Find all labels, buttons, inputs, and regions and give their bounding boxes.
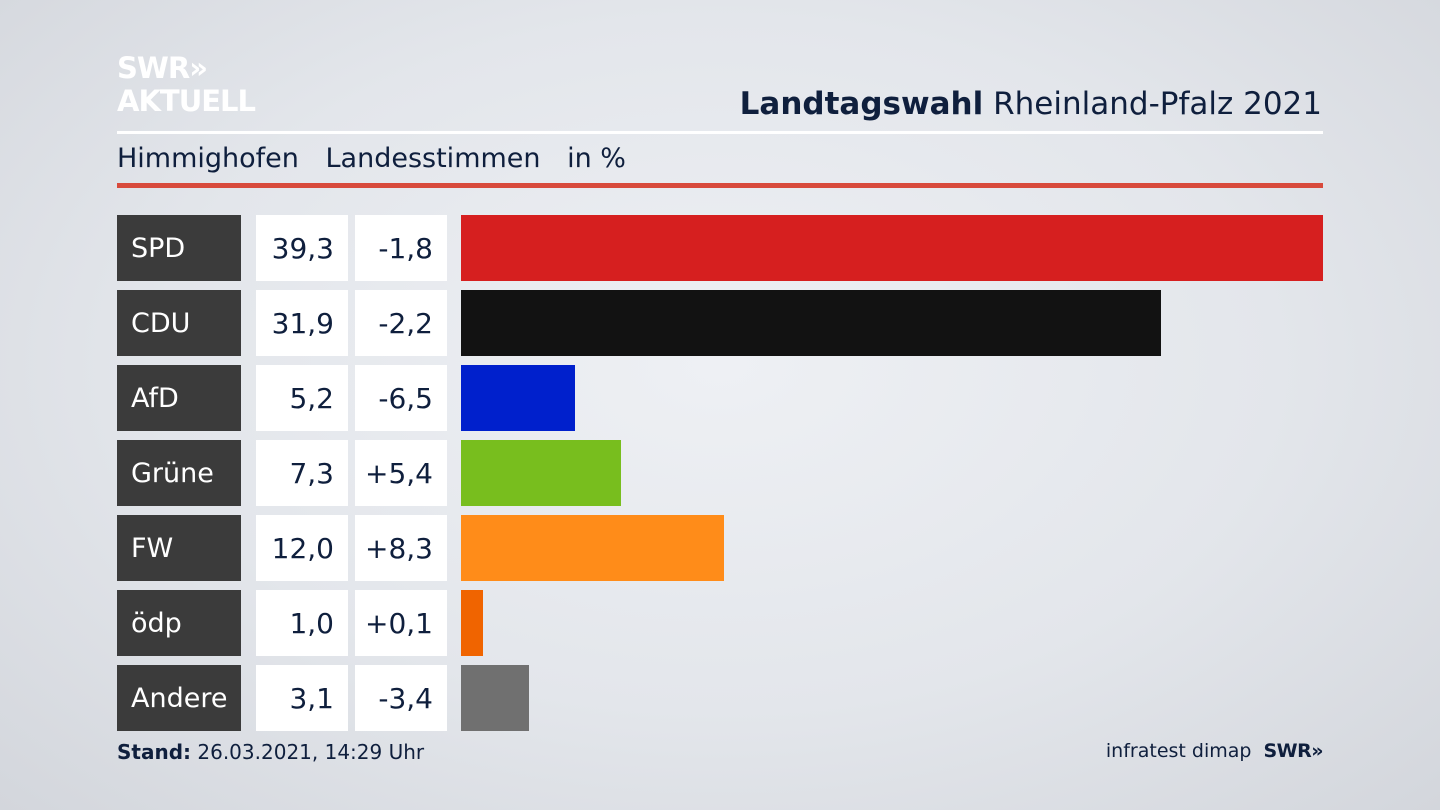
subtitle-measure: Landesstimmen xyxy=(325,143,541,174)
bar xyxy=(461,590,483,656)
bar xyxy=(461,215,1323,281)
footer-source: infratest dimap SWR» xyxy=(1105,740,1324,762)
value-label: 7,3 xyxy=(256,440,348,506)
logo-line-1: SWR» xyxy=(117,51,208,85)
subtitle-place: Himmighofen xyxy=(117,143,299,174)
diff-label: +8,3 xyxy=(355,515,447,581)
value-label: 5,2 xyxy=(256,365,348,431)
diff-label: -3,4 xyxy=(355,665,447,731)
party-label: ödp xyxy=(117,590,241,656)
diff-label: +0,1 xyxy=(355,590,447,656)
election-title-bold: Landtagswahl xyxy=(739,86,984,122)
diff-label: -1,8 xyxy=(355,215,447,281)
party-label: CDU xyxy=(117,290,241,356)
bar xyxy=(461,290,1161,356)
source-label: infratest dimap xyxy=(1105,740,1252,762)
stand-label: Stand: xyxy=(117,740,192,764)
diff-label: -2,2 xyxy=(355,290,447,356)
election-title: Landtagswahl Rheinland-Pfalz 2021 xyxy=(740,86,1322,122)
swr-brand-logo: SWR» xyxy=(1263,740,1323,762)
swr-aktuell-logo: SWR» AKTUELL xyxy=(117,51,256,118)
subtitle-unit: in % xyxy=(567,143,626,174)
value-label: 39,3 xyxy=(256,215,348,281)
accent-divider xyxy=(117,183,1323,188)
footer-timestamp: Stand: 26.03.2021, 14:29 Uhr xyxy=(117,740,424,764)
stand-value: 26.03.2021, 14:29 Uhr xyxy=(197,740,425,764)
party-label: SPD xyxy=(117,215,241,281)
chart-subtitle: Himmighofen Landesstimmen in % xyxy=(117,143,644,174)
value-label: 31,9 xyxy=(256,290,348,356)
value-label: 3,1 xyxy=(256,665,348,731)
bar xyxy=(461,515,724,581)
bar xyxy=(461,365,575,431)
value-label: 12,0 xyxy=(256,515,348,581)
diff-label: +5,4 xyxy=(355,440,447,506)
party-label: Grüne xyxy=(117,440,241,506)
party-label: FW xyxy=(117,515,241,581)
bar xyxy=(461,440,621,506)
value-label: 1,0 xyxy=(256,590,348,656)
election-title-rest: Rheinland-Pfalz 2021 xyxy=(993,86,1322,122)
header-divider xyxy=(117,131,1323,134)
bar xyxy=(461,665,529,731)
logo-line-2: AKTUELL xyxy=(117,84,256,118)
diff-label: -6,5 xyxy=(355,365,447,431)
party-label: Andere xyxy=(117,665,241,731)
party-label: AfD xyxy=(117,365,241,431)
